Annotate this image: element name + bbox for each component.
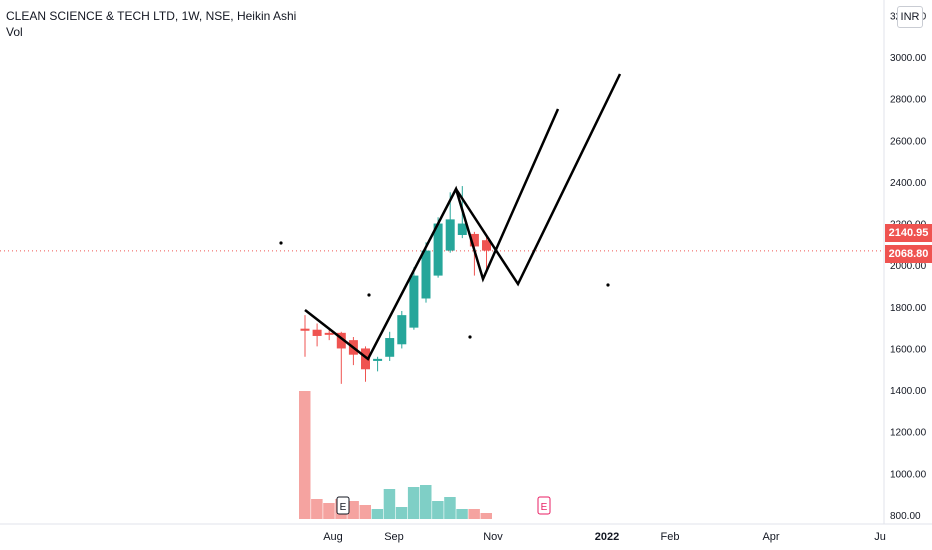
volume-bar: [311, 499, 323, 519]
volume-bars: [299, 391, 492, 519]
drawing-dot: [468, 335, 472, 339]
y-tick-label: 2400.00: [890, 178, 927, 189]
drawing-dot: [606, 283, 610, 287]
svg-text:E: E: [340, 502, 347, 513]
candle-body: [361, 348, 370, 370]
y-tick-label: 2000.00: [890, 261, 927, 272]
drawings: [304, 73, 622, 361]
drawing-dots: [279, 241, 610, 339]
volume-bar: [383, 489, 396, 519]
volume-bar: [444, 497, 456, 519]
x-tick-label: Aug: [323, 531, 343, 543]
candles: [300, 186, 491, 384]
volume-bar: [359, 505, 371, 519]
currency-badge[interactable]: INR: [897, 6, 923, 28]
volume-bar: [347, 501, 359, 519]
y-tick-label: 2600.00: [890, 136, 927, 147]
volume-bar: [432, 501, 444, 519]
x-tick-label: Sep: [384, 531, 404, 543]
last-price-tag: 2140.95: [885, 224, 932, 242]
earnings-marker[interactable]: E: [537, 496, 551, 515]
candle-body: [445, 219, 455, 251]
x-tick-label: Feb: [661, 531, 680, 543]
x-axis: Aug Sep Nov 2022 Feb Apr Ju: [0, 523, 932, 543]
y-tick-label: 800.00: [890, 511, 921, 522]
drawing-dot: [367, 293, 371, 297]
y-tick-label: 1600.00: [890, 344, 927, 355]
zigzag-pattern-1[interactable]: [304, 108, 560, 361]
y-tick-label: 1200.00: [890, 428, 927, 439]
candle-body: [300, 328, 310, 331]
volume-bar: [323, 503, 335, 519]
y-tick-label: 2800.00: [890, 95, 927, 106]
volume-bar: [468, 509, 480, 519]
chart-legend: CLEAN SCIENCE & TECH LTD, 1W, NSE, Heiki…: [6, 8, 296, 40]
close-price-tag: 2068.80: [885, 245, 932, 263]
x-tick-label: Ju: [874, 531, 886, 543]
y-tick-label: 1000.00: [890, 469, 927, 480]
y-tick-label: 3000.00: [890, 53, 927, 64]
candle-body: [421, 250, 431, 299]
x-tick-label: Nov: [483, 531, 503, 543]
svg-text:E: E: [541, 502, 548, 513]
candle-body: [312, 329, 322, 336]
drawing-dot: [279, 241, 283, 245]
candle-body: [457, 223, 467, 235]
candle-body: [482, 240, 491, 251]
volume-bar: [456, 509, 468, 519]
volume-label[interactable]: Vol: [6, 25, 23, 39]
y-tick-label: 1400.00: [890, 386, 927, 397]
zigzag-pattern-2[interactable]: [454, 73, 622, 287]
volume-bar: [407, 487, 420, 519]
x-tick-label: 2022: [595, 531, 619, 543]
x-tick-label: Apr: [762, 531, 779, 543]
candle-body: [433, 223, 443, 276]
candle-body: [469, 233, 479, 247]
candle-body: [409, 275, 419, 328]
candle-body: [385, 338, 395, 357]
candle-body: [373, 358, 383, 361]
candle-body: [397, 315, 407, 345]
volume-bar: [395, 507, 408, 519]
volume-bar: [420, 485, 432, 519]
symbol-title[interactable]: CLEAN SCIENCE & TECH LTD, 1W, NSE, Heiki…: [6, 9, 297, 23]
candle-body: [336, 332, 346, 349]
candle-body: [324, 332, 334, 335]
earnings-marker[interactable]: E: [336, 496, 350, 515]
volume-bar: [480, 513, 492, 519]
volume-bar: [299, 391, 311, 519]
y-tick-label: 1800.00: [890, 303, 927, 314]
volume-bar: [371, 509, 384, 519]
